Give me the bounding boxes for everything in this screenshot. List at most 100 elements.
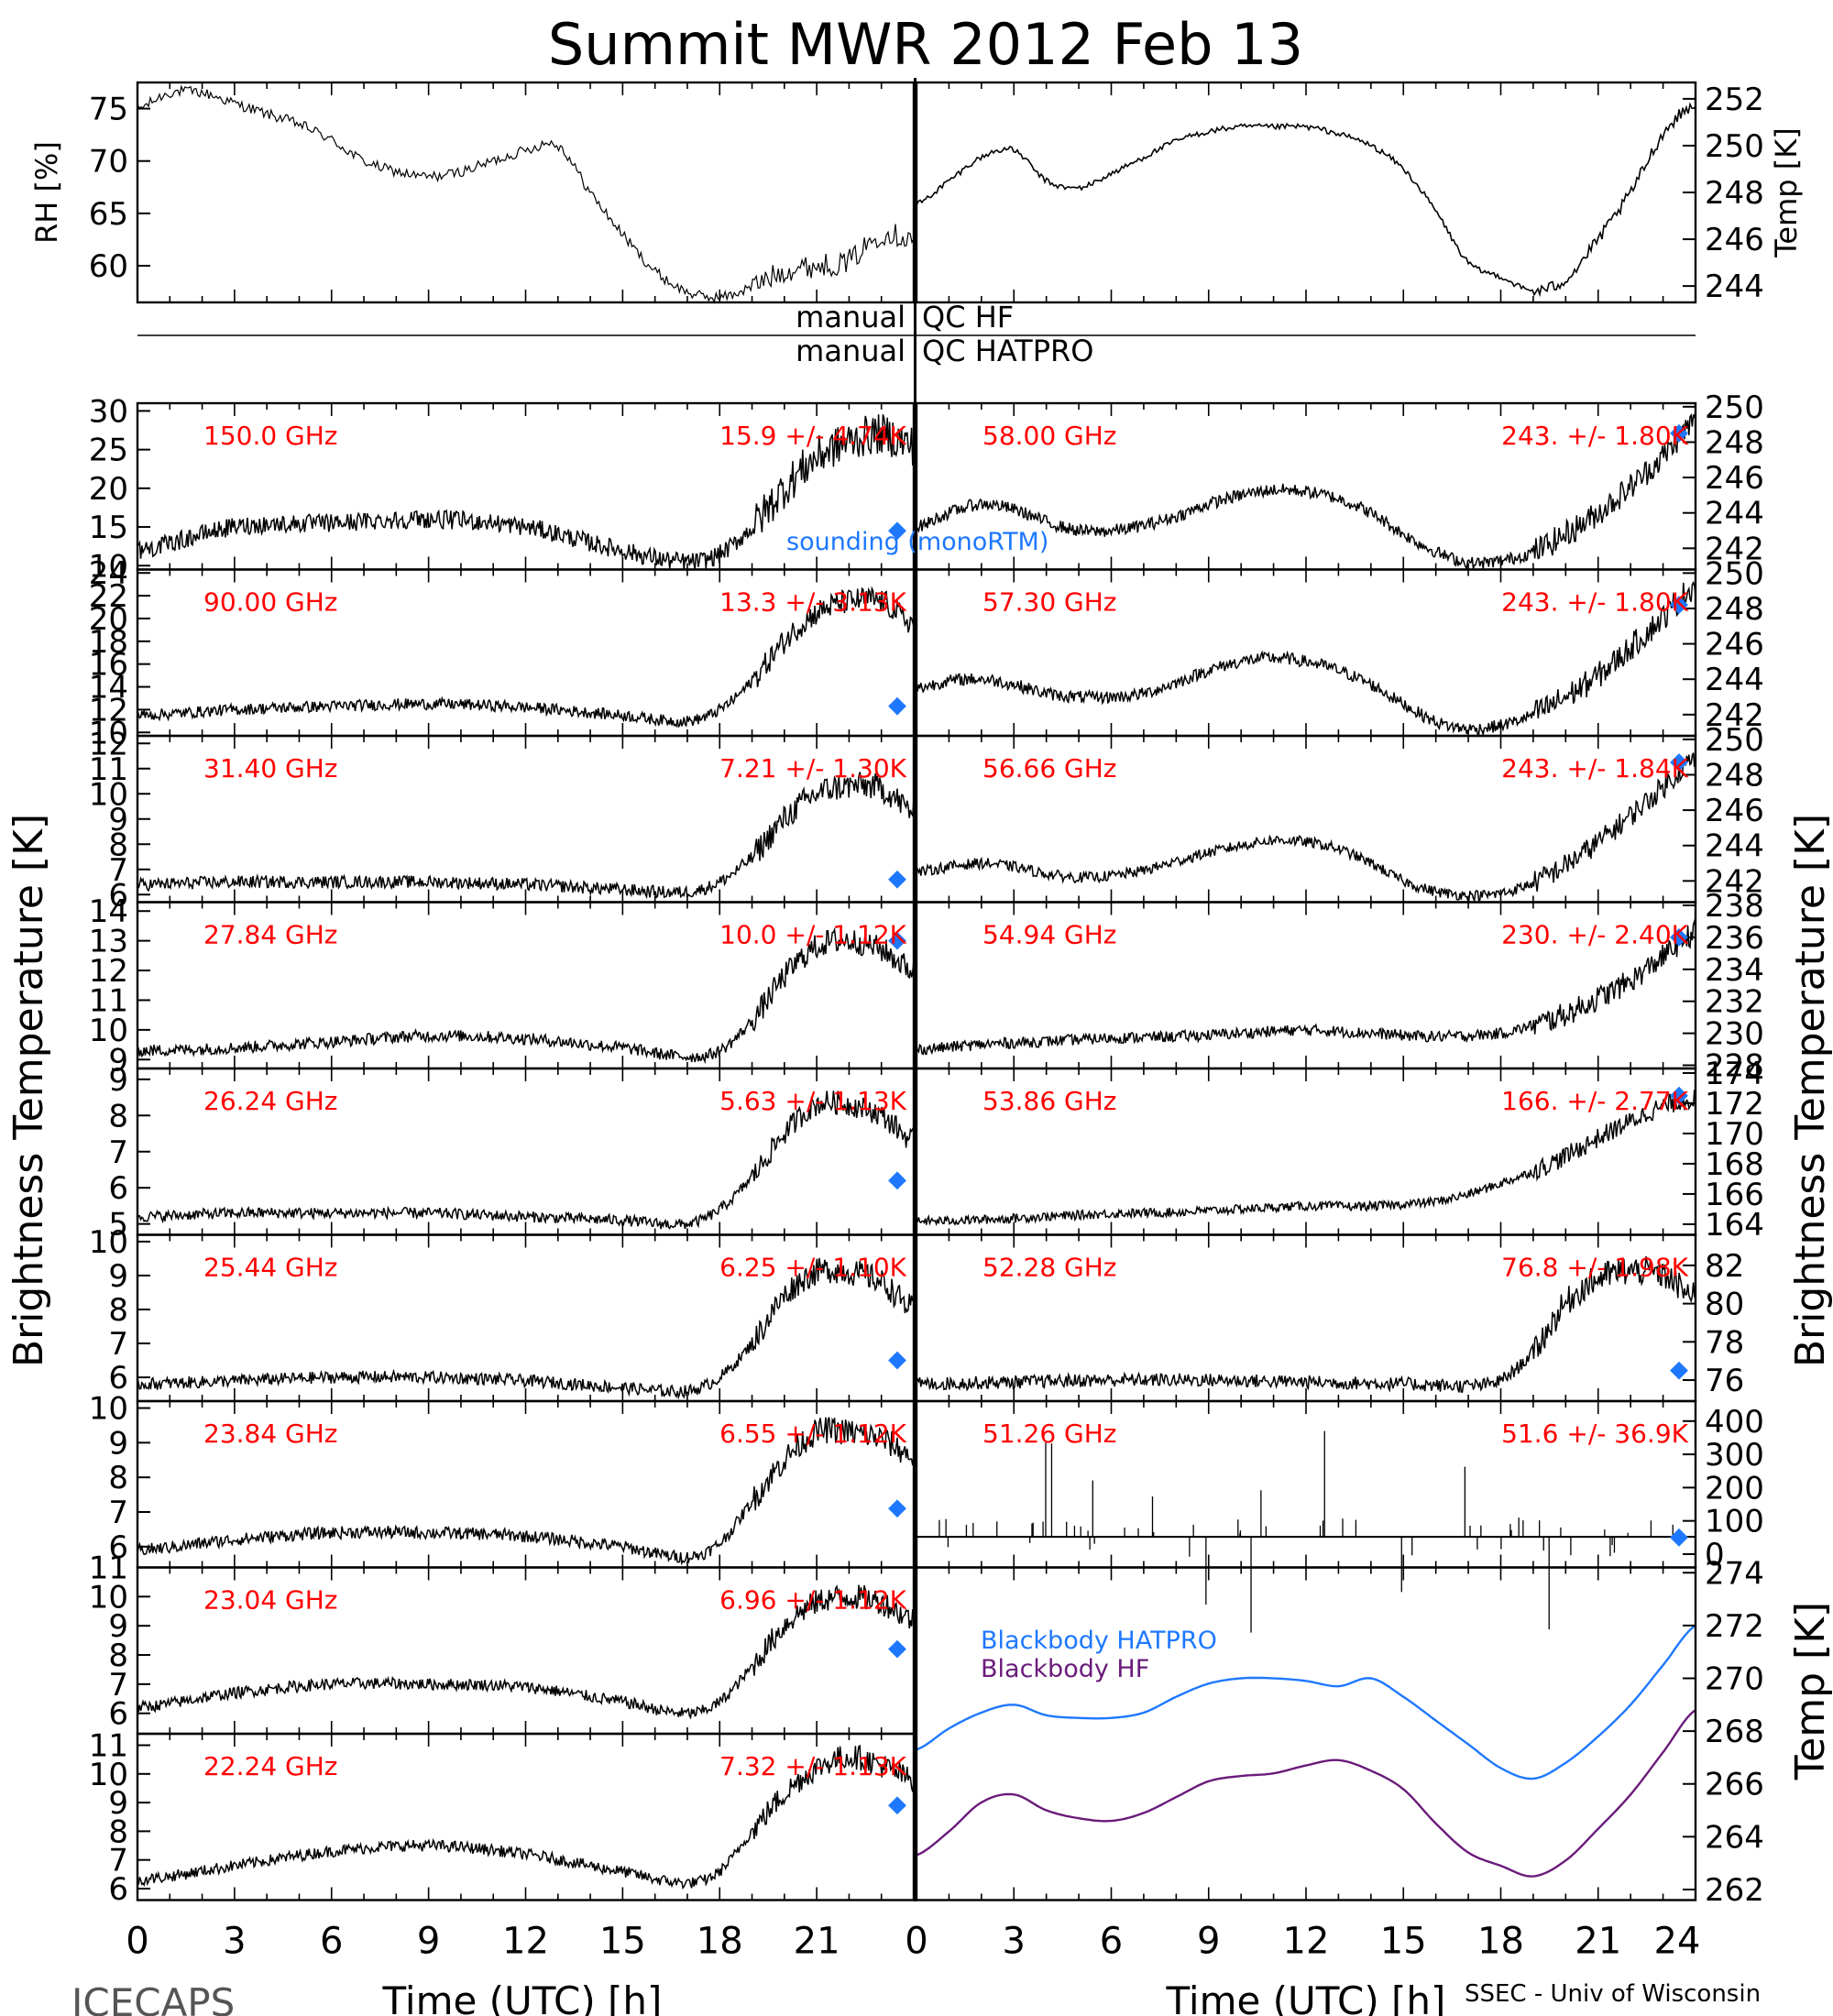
panel-right-1-ytick-label: 244 xyxy=(1705,662,1764,698)
panel-right-1-sounding-marker xyxy=(1670,596,1688,615)
panel-left-0-freq-label: 150.0 GHz xyxy=(203,421,338,451)
panel-right-0-stat-label: 243. +/- 1.80K xyxy=(1501,421,1688,451)
panel-left-2-ytick-label: 7 xyxy=(108,852,128,889)
panel-left-2-sounding-marker xyxy=(888,870,906,889)
rh-panel-ytick-label: 65 xyxy=(89,196,128,233)
x-tick-label-right: 12 xyxy=(1283,1921,1330,1963)
panel-right-5-ytick-label: 78 xyxy=(1705,1324,1744,1361)
panel-left-5-ytick-label: 8 xyxy=(108,1292,128,1329)
panel-left-1-ytick-label: 18 xyxy=(89,624,128,661)
panel-right-3-freq-label: 54.94 GHz xyxy=(982,920,1117,950)
panel-right-0-ytick-label: 246 xyxy=(1705,460,1764,497)
rh-panel-ytick-label: 75 xyxy=(89,92,128,128)
panel-left-3-ytick-label: 11 xyxy=(89,982,128,1019)
blackbody-panel-ytick-label: 268 xyxy=(1705,1714,1764,1750)
panel-left-6-ytick-label: 6 xyxy=(108,1529,128,1566)
qc-hatpro-manual: manual xyxy=(796,334,906,368)
panel-left-1-stat-label: 13.3 +/- 3.13K xyxy=(719,587,906,618)
x-tick-label-right: 24 xyxy=(1654,1921,1701,1963)
panel-right-3-ytick-label: 234 xyxy=(1705,952,1764,989)
panel-right-1-ytick-label: 250 xyxy=(1705,555,1764,592)
panel-left-3-stat-label: 10.0 +/- 1.12K xyxy=(719,920,906,950)
chart-title: Summit MWR 2012 Feb 13 xyxy=(548,11,1303,78)
x-axis-label-left: Time (UTC) [h] xyxy=(382,1978,663,2016)
panel-right-5-series xyxy=(916,1255,1696,1393)
x-tick-label-right: 15 xyxy=(1380,1921,1427,1963)
panel-left-8-ytick-label: 11 xyxy=(89,1728,128,1765)
panel-left-7-stat-label: 6.96 +/- 1.12K xyxy=(719,1585,906,1616)
footer-right: SSEC - Univ of Wisconsin xyxy=(1465,1980,1761,2008)
panel-right-5-ytick-label: 82 xyxy=(1705,1248,1744,1285)
panel-right-0-ytick-label: 250 xyxy=(1705,389,1764,426)
panel-left-1-ytick-label: 24 xyxy=(89,555,128,592)
panel-left-4-ytick-label: 8 xyxy=(108,1098,128,1134)
panel-right-4-sounding-marker xyxy=(1670,1086,1688,1105)
blackbody-panel-ytick-label: 274 xyxy=(1705,1555,1764,1592)
x-tick-label-left: 12 xyxy=(502,1921,549,1963)
right-axis-label: Brightness Temperature [K] xyxy=(1787,814,1833,1367)
panel-right-6-freq-label: 51.26 GHz xyxy=(982,1419,1117,1449)
panel-left-0-ytick-label: 10 xyxy=(89,548,128,585)
panel-left-1-series xyxy=(137,586,915,729)
rh-series xyxy=(137,84,915,304)
panel-left-3-series xyxy=(137,926,915,1065)
panel-left-0-series xyxy=(137,414,915,571)
temp-panel-ytick-label: 252 xyxy=(1705,82,1764,118)
qc-hf-label: QC HF xyxy=(922,300,1014,334)
panel-right-5-freq-label: 52.28 GHz xyxy=(982,1253,1117,1283)
panel-right-3-stat-label: 230. +/- 2.40K xyxy=(1501,920,1688,950)
panel-left-0-ytick-label: 25 xyxy=(89,433,128,469)
panel-left-7-series xyxy=(137,1584,915,1720)
temp-panel-ytick-label: 246 xyxy=(1705,222,1764,258)
x-tick-label-right: 9 xyxy=(1197,1921,1220,1963)
panel-left-0-ytick-label: 15 xyxy=(89,509,128,546)
panel-right-3-series xyxy=(916,918,1696,1056)
panel-left-5-freq-label: 25.44 GHz xyxy=(203,1253,338,1283)
panel-right-0-ytick-label: 244 xyxy=(1705,496,1764,532)
panel-left-1-ytick-label: 20 xyxy=(89,601,128,638)
temp-panel-ytick-label: 250 xyxy=(1705,128,1764,165)
panel-right-2-freq-label: 56.66 GHz xyxy=(982,753,1117,783)
panel-right-4-freq-label: 53.86 GHz xyxy=(982,1086,1117,1116)
panel-right-2-stat-label: 243. +/- 1.84K xyxy=(1501,753,1688,783)
panel-left-5-stat-label: 6.25 +/- 1.10K xyxy=(719,1253,906,1283)
panel-right-5-ytick-label: 80 xyxy=(1705,1287,1744,1323)
panel-right-0-freq-label: 58.00 GHz xyxy=(982,421,1117,451)
footer-left: ICECAPS xyxy=(71,1980,235,2016)
panel-left-5-ytick-label: 10 xyxy=(89,1224,128,1261)
panel-left-8-ytick-label: 6 xyxy=(108,1871,128,1908)
panel-right-5-stat-label: 76.8 +/- 1.98K xyxy=(1501,1253,1688,1283)
panel-right-1-stat-label: 243. +/- 1.80K xyxy=(1501,587,1688,618)
qc-hf-manual: manual xyxy=(796,300,906,334)
panel-left-1-ytick-label: 10 xyxy=(89,715,128,751)
panel-right-1-freq-label: 57.30 GHz xyxy=(982,587,1117,618)
panel-left-2-ytick-label: 8 xyxy=(108,827,128,863)
panel-left-4-freq-label: 26.24 GHz xyxy=(203,1086,338,1116)
temp-panel-ytick-label: 244 xyxy=(1705,268,1764,305)
panel-left-8-freq-label: 22.24 GHz xyxy=(203,1751,338,1781)
panel-left-3-ytick-label: 12 xyxy=(89,953,128,990)
panel-left-3-ytick-label: 13 xyxy=(89,924,128,960)
qc-hatpro-label: QC HATPRO xyxy=(922,334,1093,368)
panel-right-2-ytick-label: 248 xyxy=(1705,757,1764,794)
panel-right-4-ytick-label: 170 xyxy=(1705,1116,1764,1153)
panel-left-6-sounding-marker xyxy=(888,1499,906,1518)
panel-right-6-ytick-label: 400 xyxy=(1705,1404,1764,1441)
panel-left-6-freq-label: 23.84 GHz xyxy=(203,1419,338,1449)
x-axis-label-right: Time (UTC) [h] xyxy=(1166,1978,1446,2016)
panel-left-4-ytick-label: 9 xyxy=(108,1062,128,1099)
rh-axis-label: RH [%] xyxy=(29,141,64,244)
panel-left-2-series xyxy=(137,772,915,900)
blackbody-panel-ytick-label: 262 xyxy=(1705,1872,1764,1909)
panel-left-8-ytick-label: 7 xyxy=(108,1843,128,1879)
panel-left-8-ytick-label: 10 xyxy=(89,1757,128,1793)
panel-left-7-ytick-label: 6 xyxy=(108,1696,128,1733)
x-tick-label-right: 6 xyxy=(1100,1921,1123,1963)
panel-left-5-sounding-marker xyxy=(888,1351,906,1370)
panel-left-2-ytick-label: 11 xyxy=(89,751,128,788)
trace-layer xyxy=(137,84,1696,1890)
x-tick-label-left: 6 xyxy=(320,1921,343,1963)
x-tick-label-left: 9 xyxy=(417,1921,440,1963)
